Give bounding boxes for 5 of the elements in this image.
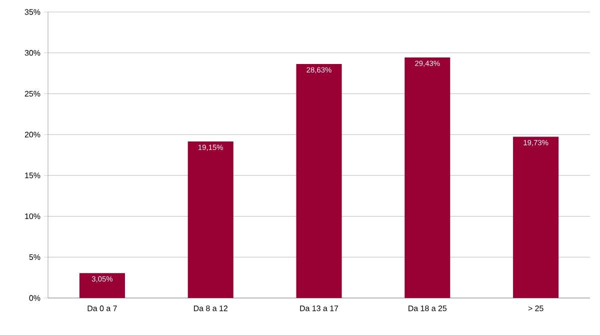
bar: [404, 58, 450, 298]
bar: [188, 142, 234, 298]
bar: [79, 273, 125, 298]
bar: [513, 136, 559, 298]
bar: [296, 64, 342, 298]
